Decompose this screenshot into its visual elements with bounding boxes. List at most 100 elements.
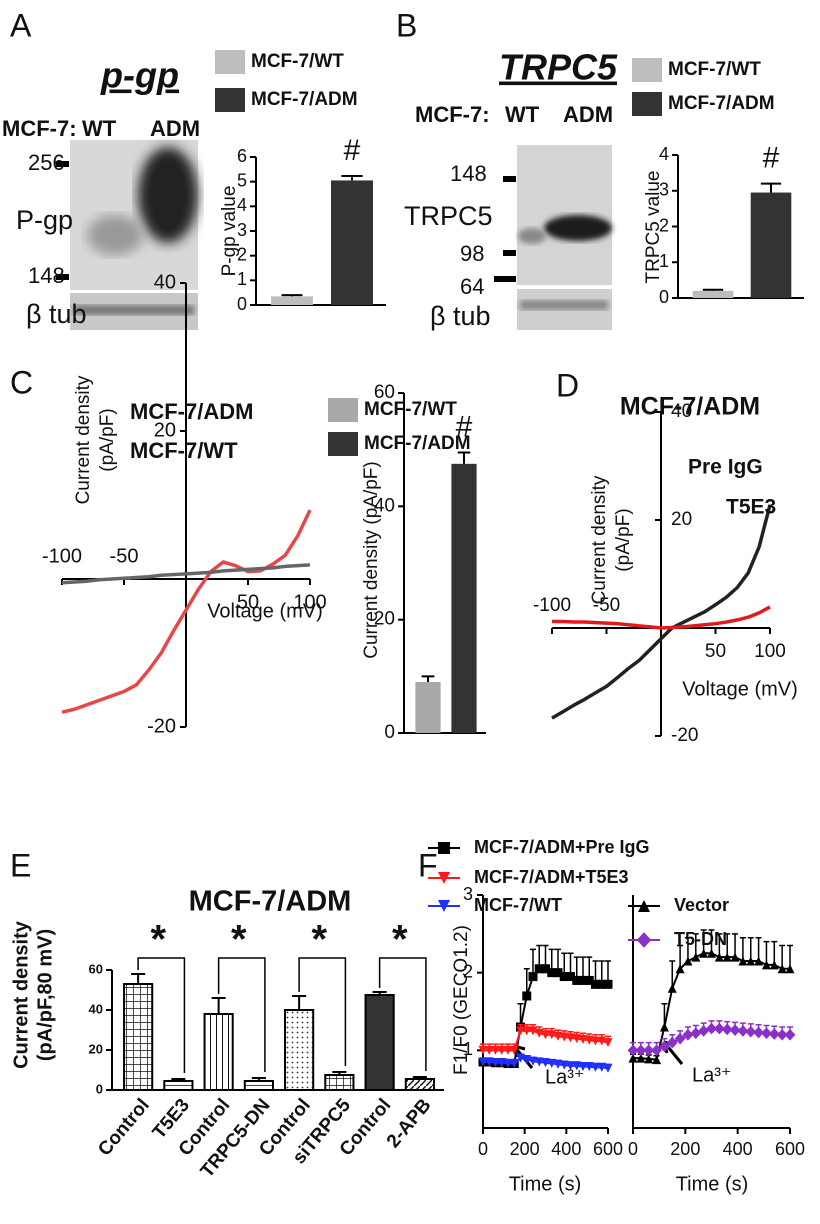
annotation: * bbox=[392, 918, 408, 962]
annotation: * bbox=[231, 918, 247, 962]
marker bbox=[541, 964, 550, 974]
marker bbox=[659, 1022, 669, 1032]
annotation: # bbox=[763, 142, 780, 175]
bar bbox=[123, 983, 154, 1091]
marker bbox=[578, 1034, 588, 1044]
x-tick-label: 100 bbox=[293, 591, 326, 613]
marker bbox=[478, 1045, 488, 1055]
marker bbox=[714, 952, 724, 962]
annotation: * bbox=[150, 918, 166, 962]
marker bbox=[638, 900, 650, 912]
marker bbox=[528, 972, 538, 982]
marker bbox=[666, 1036, 678, 1049]
bar bbox=[271, 296, 313, 305]
marker bbox=[503, 1045, 513, 1055]
bar bbox=[750, 192, 792, 298]
y-tick-label: 20 bbox=[374, 609, 395, 630]
legend-label: MCF-7/WT bbox=[130, 438, 238, 463]
panel-label: A bbox=[10, 7, 32, 43]
marker bbox=[491, 1045, 500, 1055]
marker bbox=[516, 1026, 525, 1036]
x-tick-label: -50 bbox=[593, 595, 620, 616]
marker bbox=[674, 1032, 686, 1045]
x-tick-label: Control bbox=[94, 1095, 154, 1160]
marker bbox=[659, 1040, 670, 1053]
x-tick-label: 200 bbox=[510, 1139, 540, 1159]
y-axis-label: P-gp value bbox=[219, 186, 240, 277]
legend-label: MCF-7/ADM bbox=[364, 433, 471, 454]
legend-label: MCF-7/WT bbox=[251, 51, 344, 72]
blot-band bbox=[74, 305, 194, 315]
legend-label: MCF-7/ADM+T5E3 bbox=[474, 867, 629, 887]
legend-label: Vector bbox=[674, 895, 729, 915]
marker bbox=[572, 975, 582, 985]
marker bbox=[509, 1059, 519, 1069]
loading-label: β tub bbox=[430, 301, 491, 331]
marker bbox=[566, 1061, 575, 1071]
bar bbox=[324, 1074, 355, 1091]
marker bbox=[578, 1062, 588, 1072]
marker bbox=[667, 983, 677, 993]
marker bbox=[553, 1031, 563, 1041]
y-tick-label: 60 bbox=[89, 961, 103, 976]
marker bbox=[683, 956, 693, 966]
annotation: La³⁺ bbox=[692, 1064, 731, 1086]
protein-label: P-gp bbox=[16, 205, 73, 235]
marker bbox=[522, 1026, 532, 1036]
marker bbox=[591, 979, 600, 989]
marker bbox=[721, 1023, 733, 1036]
x-tick-label: 2-APB bbox=[383, 1095, 436, 1152]
marker bbox=[559, 1032, 569, 1042]
error-bar bbox=[421, 675, 435, 682]
error-bar bbox=[669, 960, 676, 989]
marker bbox=[644, 1054, 654, 1064]
blot bbox=[56, 140, 198, 330]
x-axis-label: Time (s) bbox=[509, 1173, 582, 1195]
x-axis-label: Time (s) bbox=[676, 1173, 749, 1195]
marker bbox=[438, 900, 450, 912]
marker bbox=[745, 1025, 757, 1038]
error-bar bbox=[530, 948, 536, 977]
lane-label: WT bbox=[505, 102, 540, 127]
marker bbox=[541, 1058, 550, 1068]
y-tick-label: 0 bbox=[237, 294, 247, 314]
y-axis-label: (pA/pF) bbox=[613, 508, 634, 571]
marker bbox=[578, 975, 588, 985]
legend-label: Pre IgG bbox=[688, 456, 763, 479]
y-tick-label: 6 bbox=[237, 146, 247, 166]
y-tick-label: 5 bbox=[237, 170, 247, 190]
marker bbox=[628, 1053, 638, 1063]
y-tick-label: 1 bbox=[463, 1039, 473, 1059]
marker bbox=[584, 975, 594, 985]
marker bbox=[534, 964, 544, 974]
y-tick-label: 1 bbox=[659, 251, 669, 271]
x-tick-label: 400 bbox=[551, 1139, 581, 1159]
marker bbox=[522, 991, 532, 1001]
y-axis-label: (pA/pF,80 mV) bbox=[34, 929, 56, 1061]
marker-tick bbox=[56, 274, 69, 280]
lane-label: ADM bbox=[563, 102, 613, 127]
x-tick-label: 600 bbox=[593, 1139, 623, 1159]
y-tick-label: 60 bbox=[374, 382, 395, 403]
blot bbox=[494, 145, 612, 330]
y-tick-label: -20 bbox=[671, 725, 698, 746]
marker bbox=[713, 1022, 725, 1035]
y-tick-label: 2 bbox=[237, 244, 247, 264]
legend-label: MCF-7/ADM bbox=[668, 93, 775, 114]
blot-band bbox=[138, 147, 198, 243]
y-tick-label: 40 bbox=[374, 495, 395, 516]
marker bbox=[643, 1044, 655, 1057]
significance-bracket bbox=[137, 957, 186, 1073]
error-bar bbox=[211, 997, 226, 1014]
marker bbox=[699, 948, 709, 958]
marker bbox=[534, 1057, 544, 1067]
marker bbox=[737, 1025, 749, 1037]
bar bbox=[163, 1080, 194, 1091]
marker bbox=[484, 1045, 494, 1055]
marker bbox=[491, 1058, 500, 1068]
error-bar bbox=[332, 1071, 347, 1075]
error-bar bbox=[131, 973, 146, 984]
bar bbox=[415, 682, 441, 733]
